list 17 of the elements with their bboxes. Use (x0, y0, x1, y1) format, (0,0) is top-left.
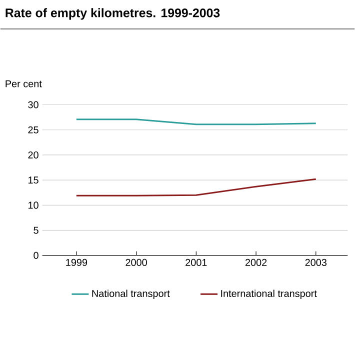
y-tick-label: 5 (34, 226, 38, 234)
y-tick-label: 20 (28, 151, 38, 158)
x-tick-label: 1999 (66, 258, 88, 266)
legend-label: National transport (92, 290, 170, 299)
x-tick-label: 2000 (126, 258, 147, 266)
y-tick-label: 30 (28, 101, 38, 108)
x-tick-label: 2002 (245, 258, 267, 266)
y-tick-label: 0 (34, 252, 38, 259)
y-tick-label: 10 (28, 202, 38, 209)
y-axis-title: Per cent (6, 80, 42, 88)
x-tick-label: 2001 (186, 258, 207, 266)
legend-label: International transport (221, 290, 317, 299)
line-series (76, 178, 317, 196)
chart-title: Rate of empty kilometres. 1999-2003 (6, 8, 220, 20)
x-tick-label: 2003 (305, 258, 327, 266)
y-tick-label: 25 (28, 126, 38, 134)
y-tick-label: 15 (28, 176, 38, 184)
